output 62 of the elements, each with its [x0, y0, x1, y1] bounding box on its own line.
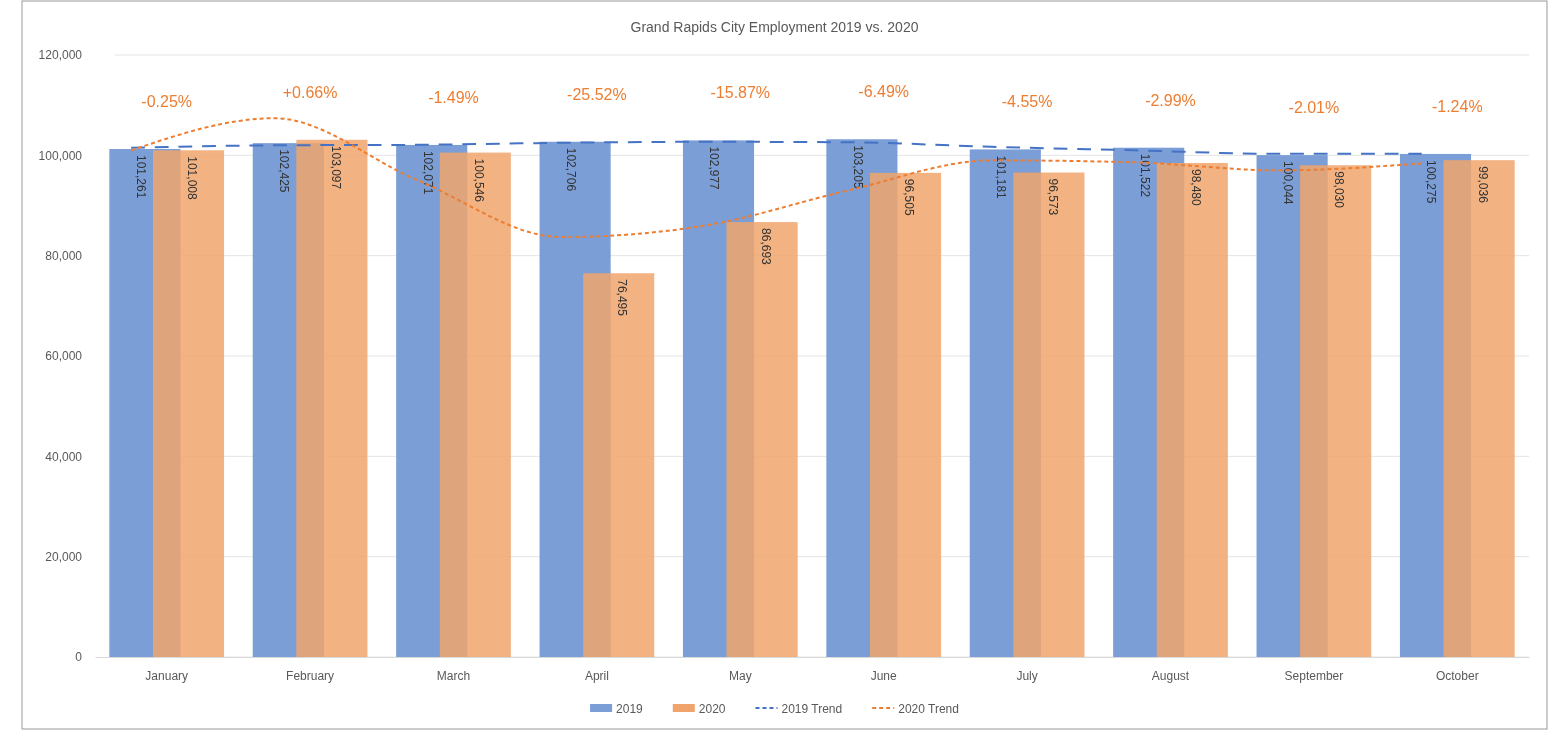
- bar: [869, 172, 942, 657]
- annotation: +0.66%: [282, 83, 338, 101]
- data-label: 100,275: [1424, 159, 1439, 204]
- legend-label: 2020 Trend: [898, 702, 959, 716]
- data-label: 101,522: [1137, 153, 1152, 198]
- y-tick-label: 20,000: [45, 550, 83, 565]
- data-label: 100,546: [472, 158, 487, 203]
- bar: [296, 139, 368, 657]
- annotation: -1.24%: [1431, 97, 1483, 115]
- bar: [1156, 162, 1228, 657]
- annotation: -4.55%: [1001, 93, 1053, 111]
- x-tick-label: January: [145, 668, 189, 683]
- annotation: -2.99%: [1145, 91, 1196, 109]
- data-label: 76,495: [615, 279, 630, 317]
- data-label: 99,036: [1475, 166, 1490, 204]
- legend-label: 2019 Trend: [781, 702, 843, 716]
- data-label: 102,425: [277, 149, 292, 193]
- x-tick-label: August: [1151, 668, 1190, 683]
- bar: [583, 273, 655, 657]
- data-label: 98,030: [1332, 171, 1347, 209]
- x-tick-label: March: [436, 668, 471, 683]
- bar: [1013, 172, 1085, 657]
- data-label: 101,181: [994, 155, 1009, 200]
- data-label: 102,706: [563, 147, 578, 192]
- x-tick-label: July: [1016, 668, 1038, 683]
- data-label: 102,071: [420, 150, 435, 195]
- x-tick-label: September: [1284, 668, 1344, 683]
- data-label: 86,693: [758, 228, 773, 266]
- data-label: 101,261: [133, 155, 148, 199]
- data-label: 102,977: [707, 146, 722, 191]
- bar: [726, 222, 798, 657]
- data-label: 100,044: [1280, 161, 1295, 205]
- y-tick-label: 60,000: [45, 349, 83, 364]
- x-tick-label: June: [870, 668, 898, 683]
- bar: [152, 150, 225, 657]
- data-label: 101,008: [185, 156, 200, 200]
- annotation: -6.49%: [858, 83, 910, 101]
- annotation: -15.87%: [710, 84, 771, 102]
- bar: [1443, 160, 1515, 657]
- x-tick-label: October: [1435, 668, 1479, 683]
- data-label: 103,097: [328, 145, 343, 190]
- annotation: -25.52%: [567, 85, 627, 103]
- y-tick-label: 80,000: [45, 249, 83, 264]
- data-label: 98,480: [1189, 168, 1204, 206]
- bar: [439, 152, 511, 657]
- x-tick-label: May: [728, 668, 752, 683]
- y-tick-label: 0: [75, 650, 83, 665]
- legend-label: 2019: [616, 702, 644, 716]
- data-label: 96,573: [1045, 178, 1060, 216]
- y-tick-label: 100,000: [38, 148, 83, 163]
- data-label: 96,505: [902, 178, 917, 216]
- x-tick-label: February: [286, 668, 335, 683]
- chart-title: Grand Rapids City Employment 2019 vs. 2020: [630, 19, 919, 35]
- x-tick-label: April: [584, 668, 609, 683]
- y-tick-label: 120,000: [38, 48, 83, 63]
- y-tick-label: 40,000: [45, 449, 83, 464]
- annotation: -1.49%: [428, 88, 479, 106]
- legend-label: 2020: [698, 702, 726, 716]
- bar: [1300, 165, 1372, 657]
- annotation: -2.01%: [1288, 99, 1340, 117]
- annotation: -0.25%: [141, 93, 193, 111]
- data-label: 103,205: [850, 145, 865, 189]
